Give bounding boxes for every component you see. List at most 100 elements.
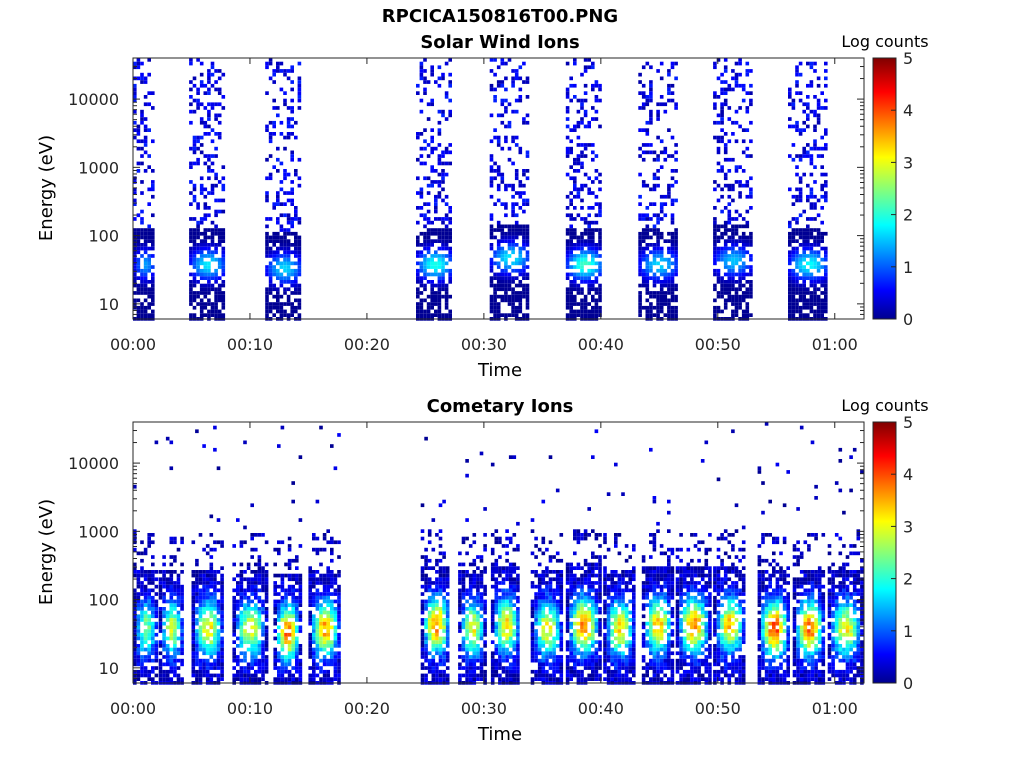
heat-cell [504, 265, 508, 269]
x-tick-label: 00:20 [344, 335, 390, 354]
heat-cell [734, 298, 739, 303]
heat-cell [809, 191, 814, 195]
heat-cell [136, 673, 141, 678]
heat-cell [745, 239, 750, 243]
heat-cell [286, 117, 291, 121]
heat-cell [461, 607, 466, 611]
heat-cell [176, 595, 181, 600]
heat-cell [435, 629, 439, 633]
heat-cell [133, 187, 137, 192]
heat-cell [254, 677, 258, 681]
heat-cell [649, 291, 653, 295]
heat-cell [173, 644, 177, 648]
heat-cell [147, 313, 151, 317]
heat-cell [427, 614, 432, 619]
heat-cell [438, 636, 443, 641]
heat-cell [791, 294, 796, 299]
heat-cell [239, 592, 244, 596]
heat-cell [649, 250, 653, 255]
heat-cell [573, 217, 577, 221]
heat-cell [173, 607, 177, 611]
heat-cell [424, 666, 428, 670]
heat-cell [745, 109, 750, 114]
heat-cell [504, 213, 508, 218]
heat-cell [501, 625, 506, 630]
heat-cell [217, 257, 222, 262]
heat-cell [277, 673, 281, 678]
heat-cell [189, 291, 193, 295]
heat-cell [151, 302, 155, 306]
heat-cell [315, 640, 320, 644]
heat-cell [522, 261, 526, 266]
heat-cell [151, 658, 155, 663]
heat-cell [749, 239, 753, 243]
heat-cell [741, 87, 746, 92]
heat-cell [458, 647, 462, 652]
heat-cell [236, 677, 240, 681]
heat-cell [569, 217, 573, 221]
heat-cell [213, 644, 217, 648]
heat-cell [205, 621, 210, 626]
heat-cell [723, 265, 728, 269]
heat-cell [795, 220, 799, 225]
heat-cell [202, 595, 206, 600]
heat-cell [716, 250, 721, 255]
heat-cell [587, 287, 591, 292]
heat-cell [272, 302, 276, 306]
heat-cell [308, 599, 312, 604]
heat-cell [298, 592, 303, 596]
heat-cell [290, 106, 294, 110]
heat-cell [257, 581, 262, 585]
heat-cell [442, 640, 446, 644]
heat-cell [291, 614, 295, 619]
heat-cell [312, 651, 316, 656]
heat-cell [498, 655, 502, 659]
heat-cell [674, 309, 678, 314]
heat-cell [438, 677, 443, 681]
heat-cell [286, 217, 291, 221]
heat-cell [207, 246, 211, 251]
heat-cell [490, 533, 495, 537]
heat-cell [565, 276, 570, 280]
heat-cell [250, 584, 254, 589]
heat-cell [813, 250, 817, 255]
heat-cell [431, 595, 436, 600]
heat-cell [820, 231, 824, 236]
heat-cell [514, 224, 519, 229]
heat-cell [816, 280, 821, 284]
heat-cell [659, 254, 664, 258]
heat-cell [591, 272, 595, 277]
heat-cell [670, 280, 675, 284]
heat-cell [652, 313, 657, 317]
heat-cell [143, 169, 148, 173]
heat-cell [490, 570, 495, 574]
heat-cell [199, 120, 204, 125]
heat-cell [649, 98, 653, 103]
heat-cell [461, 603, 466, 607]
heat-cell [496, 224, 501, 229]
heat-cell [518, 180, 523, 184]
heat-cell [308, 673, 312, 678]
heat-cell [265, 217, 269, 221]
heat-cell [189, 191, 193, 195]
heat-cell [788, 261, 792, 266]
heat-cell [649, 65, 653, 70]
heat-cell [198, 614, 203, 619]
heat-cell [727, 139, 732, 144]
heat-cell [720, 128, 724, 132]
heat-cell [140, 302, 144, 306]
heat-cell [295, 640, 299, 644]
heat-cell [437, 294, 442, 299]
heat-cell [423, 254, 427, 258]
heat-cell [214, 154, 218, 158]
heat-cell [468, 629, 473, 633]
heat-cell [514, 143, 519, 147]
heat-cell [209, 570, 214, 574]
heat-cell [511, 235, 515, 240]
heat-cell [158, 584, 163, 589]
heat-cell [430, 305, 434, 310]
heat-cell [294, 272, 298, 277]
heat-cell [173, 621, 177, 626]
heat-cell [587, 176, 591, 181]
heat-cell [496, 294, 501, 299]
